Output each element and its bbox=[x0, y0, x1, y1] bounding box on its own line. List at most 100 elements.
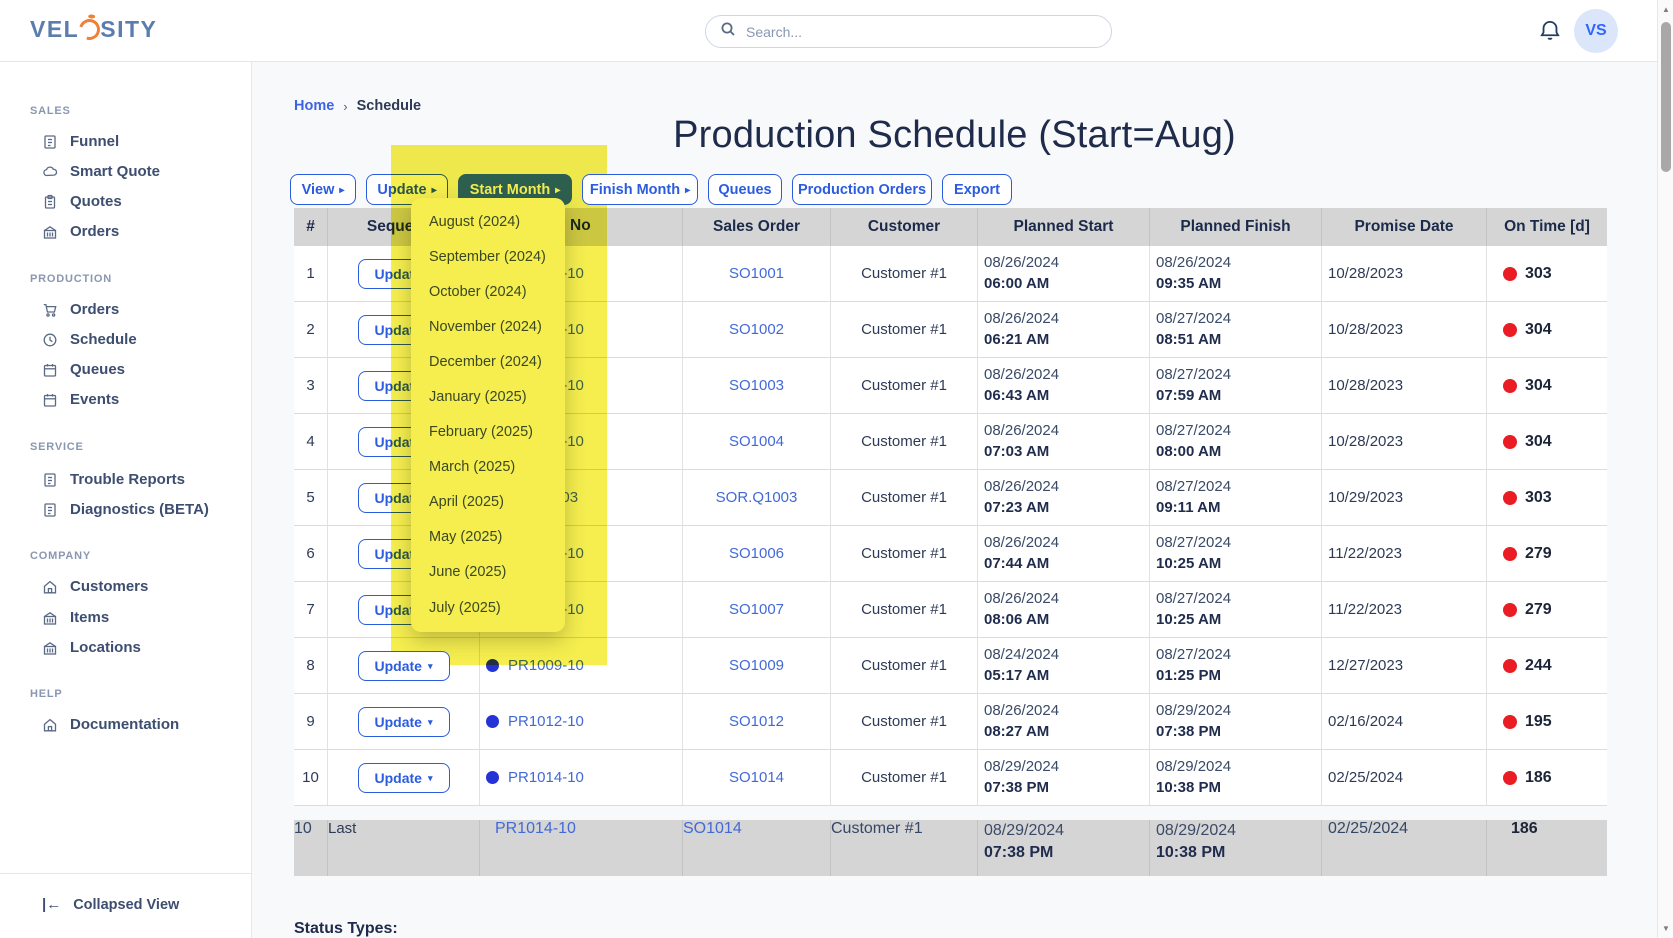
finish-month-button[interactable]: Finish Month ▸ bbox=[582, 174, 698, 205]
sidebar-item-label: Quotes bbox=[70, 193, 122, 210]
planned-finish-cell: 08/27/2024 08:51 AM bbox=[1150, 302, 1322, 357]
sidebar-item-trouble-reports[interactable]: Trouble Reports bbox=[42, 471, 185, 488]
sidebar-item-orders[interactable]: Orders bbox=[42, 223, 119, 240]
month-option-march-2025[interactable]: March (2025) bbox=[429, 459, 516, 476]
collapsed-view-toggle[interactable]: |← Collapsed View bbox=[42, 896, 179, 913]
sidebar-item-orders[interactable]: Orders bbox=[42, 301, 119, 318]
view-button[interactable]: View ▸ bbox=[290, 174, 356, 205]
row-update-button[interactable]: Update▾ bbox=[357, 762, 450, 793]
planned-start-cell: 08/29/2024 07:38 PM bbox=[978, 820, 1150, 876]
row-update-button[interactable]: Update▾ bbox=[357, 706, 450, 737]
sales-order-link[interactable]: SO1009 bbox=[728, 657, 785, 674]
sales-order-link[interactable]: SO1014 bbox=[728, 769, 785, 786]
button-label: Start Month bbox=[469, 181, 551, 198]
sidebar-item-label: Events bbox=[70, 391, 120, 408]
row-number: 4 bbox=[294, 414, 328, 469]
sales-order-link[interactable]: SO1014 bbox=[683, 820, 742, 837]
prod-order-link[interactable]: PR1009-10 bbox=[508, 657, 584, 674]
on-time-cell: 304 bbox=[1487, 358, 1607, 413]
on-time-days: 304 bbox=[1525, 432, 1552, 450]
sidebar-section-label: SALES bbox=[30, 105, 71, 117]
user-avatar[interactable]: VS bbox=[1574, 9, 1618, 53]
sales-order-cell: SO1009 bbox=[683, 638, 831, 693]
month-option-february-2025[interactable]: February (2025) bbox=[429, 424, 533, 441]
month-option-november-2024[interactable]: November (2024) bbox=[429, 318, 542, 335]
month-option-july-2025[interactable]: July (2025) bbox=[429, 599, 501, 616]
month-option-may-2025[interactable]: May (2025) bbox=[429, 529, 503, 546]
column-header: Planned Finish bbox=[1150, 208, 1322, 246]
search-input[interactable] bbox=[746, 23, 1111, 40]
prod-order-link[interactable]: PR1012-10 bbox=[508, 713, 584, 730]
sales-order-cell: SO1007 bbox=[683, 582, 831, 637]
on-time-cell: 279 bbox=[1487, 526, 1607, 581]
sales-order-link[interactable]: SOR.Q1003 bbox=[715, 489, 798, 506]
queues-button[interactable]: Queues bbox=[708, 174, 782, 205]
scrollbar-thumb[interactable] bbox=[1661, 22, 1671, 172]
sales-order-link[interactable]: SO1007 bbox=[728, 601, 785, 618]
row-number: 2 bbox=[294, 302, 328, 357]
planned-start-cell: 08/26/2024 07:03 AM bbox=[978, 414, 1150, 469]
chevron-right-icon: ▸ bbox=[339, 184, 345, 196]
sales-order-link[interactable]: SO1003 bbox=[728, 377, 785, 394]
sales-order-cell: SO1003 bbox=[683, 358, 831, 413]
sidebar-item-diagnostics-beta[interactable]: Diagnostics (BETA) bbox=[42, 501, 209, 518]
export-button[interactable]: Export bbox=[942, 174, 1012, 205]
planned-start-cell: 08/26/2024 07:44 AM bbox=[978, 526, 1150, 581]
caret-down-icon: ▾ bbox=[427, 772, 433, 783]
promise-date-cell: 11/22/2023 bbox=[1322, 526, 1487, 581]
table-row: 9 Update ▾ PR1012-10 SO1012 Customer #1 08/26/… bbox=[294, 694, 1607, 750]
production-orders-button[interactable]: Production Orders bbox=[792, 174, 932, 205]
sidebar-item-quotes[interactable]: Quotes bbox=[42, 193, 122, 210]
sales-order-link[interactable]: SO1006 bbox=[728, 545, 785, 562]
promise-date-cell: 02/25/2024 bbox=[1322, 820, 1487, 876]
sales-order-cell: SO1012 bbox=[683, 694, 831, 749]
planned-start-cell: 08/26/2024 07:23 AM bbox=[978, 470, 1150, 525]
breadcrumb-home-link[interactable]: Home bbox=[294, 98, 335, 114]
sidebar-item-customers[interactable]: Customers bbox=[42, 578, 148, 595]
page-title: Production Schedule (Start=Aug) bbox=[673, 114, 1236, 156]
scrollbar-up-arrow-icon[interactable]: ▲ bbox=[1662, 5, 1670, 14]
row-update-button[interactable]: Update▾ bbox=[357, 650, 450, 681]
month-option-december-2024[interactable]: December (2024) bbox=[429, 353, 542, 370]
calendar-icon bbox=[43, 363, 57, 377]
prod-order-link[interactable]: PR1014-10 bbox=[508, 769, 584, 786]
global-search[interactable] bbox=[705, 15, 1112, 48]
planned-finish-cell: 08/27/2024 10:25 AM bbox=[1150, 582, 1322, 637]
month-option-october-2024[interactable]: October (2024) bbox=[429, 283, 527, 300]
sidebar-item-label: Locations bbox=[70, 639, 141, 656]
late-status-dot-icon bbox=[1503, 546, 1517, 561]
sidebar-item-locations[interactable]: Locations bbox=[42, 639, 141, 656]
on-time-cell: 244 bbox=[1487, 638, 1607, 693]
month-option-january-2025[interactable]: January (2025) bbox=[429, 389, 527, 406]
sidebar-item-events[interactable]: Events bbox=[42, 391, 119, 408]
sidebar-item-items[interactable]: Items bbox=[42, 609, 109, 626]
month-option-august-2024[interactable]: August (2024) bbox=[429, 213, 521, 230]
chevron-right-icon: ▸ bbox=[555, 184, 561, 196]
month-option-june-2025[interactable]: June (2025) bbox=[429, 564, 507, 581]
sales-order-link[interactable]: SO1012 bbox=[728, 713, 785, 730]
scrollbar-down-arrow-icon[interactable]: ▼ bbox=[1662, 924, 1670, 933]
sidebar-item-documentation[interactable]: Documentation bbox=[42, 716, 179, 733]
sales-order-link[interactable]: SO1004 bbox=[728, 433, 785, 450]
breadcrumb-current: Schedule bbox=[356, 98, 422, 114]
sidebar-item-funnel[interactable]: Funnel bbox=[42, 133, 119, 150]
sales-order-link[interactable]: SO1002 bbox=[728, 321, 785, 338]
velosity-logo[interactable]: VEL SITY bbox=[30, 15, 157, 44]
report-icon bbox=[44, 134, 56, 149]
order-status-dot-icon bbox=[486, 715, 499, 728]
month-option-april-2025[interactable]: April (2025) bbox=[429, 494, 504, 511]
customer-cell: Customer #1 bbox=[831, 820, 978, 876]
page-scrollbar[interactable]: ▲ ▼ bbox=[1657, 0, 1673, 938]
sidebar-item-smart-quote[interactable]: Smart Quote bbox=[42, 163, 160, 180]
sales-order-link[interactable]: SO1001 bbox=[728, 265, 785, 282]
prod-order-link[interactable]: PR1014-10 bbox=[495, 820, 576, 837]
month-option-september-2024[interactable]: September (2024) bbox=[429, 248, 546, 265]
sidebar-item-schedule[interactable]: Schedule bbox=[42, 331, 137, 348]
breadcrumb: Home › Schedule bbox=[294, 98, 421, 114]
customer-cell: Customer #1 bbox=[831, 358, 978, 413]
on-time-cell: 195 bbox=[1487, 694, 1607, 749]
notifications-bell-icon[interactable] bbox=[1538, 17, 1564, 45]
sidebar-item-queues[interactable]: Queues bbox=[42, 361, 125, 378]
